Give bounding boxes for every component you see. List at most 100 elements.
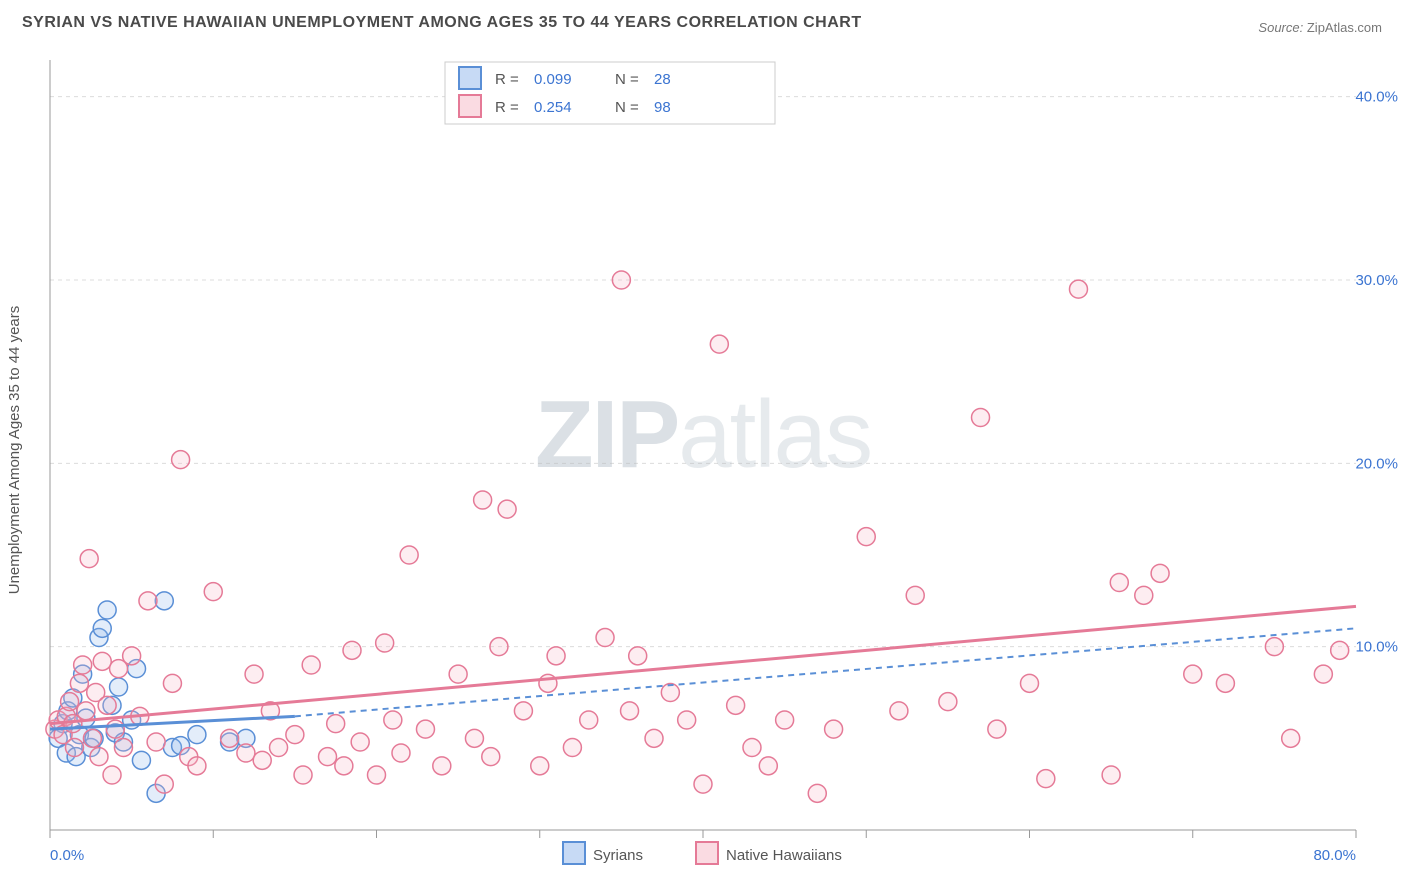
data-point	[147, 733, 165, 751]
data-point	[70, 674, 88, 692]
data-point	[621, 702, 639, 720]
data-point	[776, 711, 794, 729]
y-tick-label: 30.0%	[1355, 272, 1398, 289]
data-point	[253, 751, 271, 769]
data-point	[449, 665, 467, 683]
data-point	[1331, 641, 1349, 659]
data-point	[270, 739, 288, 757]
data-point	[661, 684, 679, 702]
data-point	[1265, 638, 1283, 656]
data-point	[351, 733, 369, 751]
data-point	[110, 678, 128, 696]
data-point	[1314, 665, 1332, 683]
data-point	[490, 638, 508, 656]
data-point	[547, 647, 565, 665]
data-point	[1151, 564, 1169, 582]
data-point	[163, 674, 181, 692]
trend-line-hawaiians	[50, 606, 1356, 723]
legend-stat: N =	[615, 99, 639, 116]
data-point	[90, 748, 108, 766]
data-point	[580, 711, 598, 729]
chart-container: SYRIAN VS NATIVE HAWAIIAN UNEMPLOYMENT A…	[0, 0, 1406, 892]
data-point	[694, 775, 712, 793]
data-point	[93, 619, 111, 637]
data-point	[743, 739, 761, 757]
scatter-plot-svg: R =0.099N =28R =0.254N =98 SyriansNative…	[0, 0, 1406, 892]
data-point	[498, 500, 516, 518]
data-point	[98, 601, 116, 619]
data-point	[629, 647, 647, 665]
data-point	[563, 739, 581, 757]
y-tick-label: 20.0%	[1355, 455, 1398, 472]
data-point	[1037, 770, 1055, 788]
data-point	[319, 748, 337, 766]
data-point	[188, 757, 206, 775]
legend-stat: R =	[495, 99, 519, 116]
x-tick-label: 0.0%	[50, 847, 84, 864]
legend-swatch	[696, 842, 718, 864]
data-point	[514, 702, 532, 720]
data-point	[343, 641, 361, 659]
data-point	[1069, 280, 1087, 298]
data-point	[392, 744, 410, 762]
data-point	[294, 766, 312, 784]
data-point	[123, 647, 141, 665]
data-point	[906, 586, 924, 604]
data-point	[1184, 665, 1202, 683]
x-tick-label: 80.0%	[1313, 847, 1356, 864]
legend-stat: 28	[654, 71, 671, 88]
data-point	[204, 583, 222, 601]
data-point	[1216, 674, 1234, 692]
data-point	[939, 693, 957, 711]
data-point	[531, 757, 549, 775]
data-point	[221, 729, 239, 747]
data-point	[114, 739, 132, 757]
legend-stat: 0.099	[534, 71, 572, 88]
data-point	[1110, 574, 1128, 592]
data-point	[155, 592, 173, 610]
legend-swatch	[563, 842, 585, 864]
data-point	[890, 702, 908, 720]
data-point	[80, 550, 98, 568]
data-point	[759, 757, 777, 775]
data-point	[237, 744, 255, 762]
legend-stat: 0.254	[534, 99, 572, 116]
data-point	[98, 696, 116, 714]
data-point	[103, 766, 121, 784]
data-point	[433, 757, 451, 775]
data-point	[286, 726, 304, 744]
legend-item-syrians: Syrians	[593, 847, 643, 864]
legend-stat: 98	[654, 99, 671, 116]
data-point	[132, 751, 150, 769]
data-point	[376, 634, 394, 652]
data-point	[139, 592, 157, 610]
data-point	[465, 729, 483, 747]
data-point	[416, 720, 434, 738]
data-point	[972, 409, 990, 427]
data-point	[77, 702, 95, 720]
data-point	[400, 546, 418, 564]
data-point	[188, 726, 206, 744]
data-point	[335, 757, 353, 775]
data-point	[857, 528, 875, 546]
data-point	[106, 720, 124, 738]
data-point	[612, 271, 630, 289]
data-point	[368, 766, 386, 784]
data-point	[1135, 586, 1153, 604]
data-point	[93, 652, 111, 670]
data-point	[172, 451, 190, 469]
data-point	[1282, 729, 1300, 747]
data-point	[474, 491, 492, 509]
legend-stat: R =	[495, 71, 519, 88]
data-point	[596, 629, 614, 647]
y-tick-label: 10.0%	[1355, 639, 1398, 656]
data-point	[1021, 674, 1039, 692]
data-point	[825, 720, 843, 738]
data-point	[302, 656, 320, 674]
data-point	[482, 748, 500, 766]
data-point	[808, 784, 826, 802]
data-point	[155, 775, 173, 793]
legend-swatch	[459, 67, 481, 89]
data-point	[1102, 766, 1120, 784]
y-tick-label: 40.0%	[1355, 89, 1398, 106]
